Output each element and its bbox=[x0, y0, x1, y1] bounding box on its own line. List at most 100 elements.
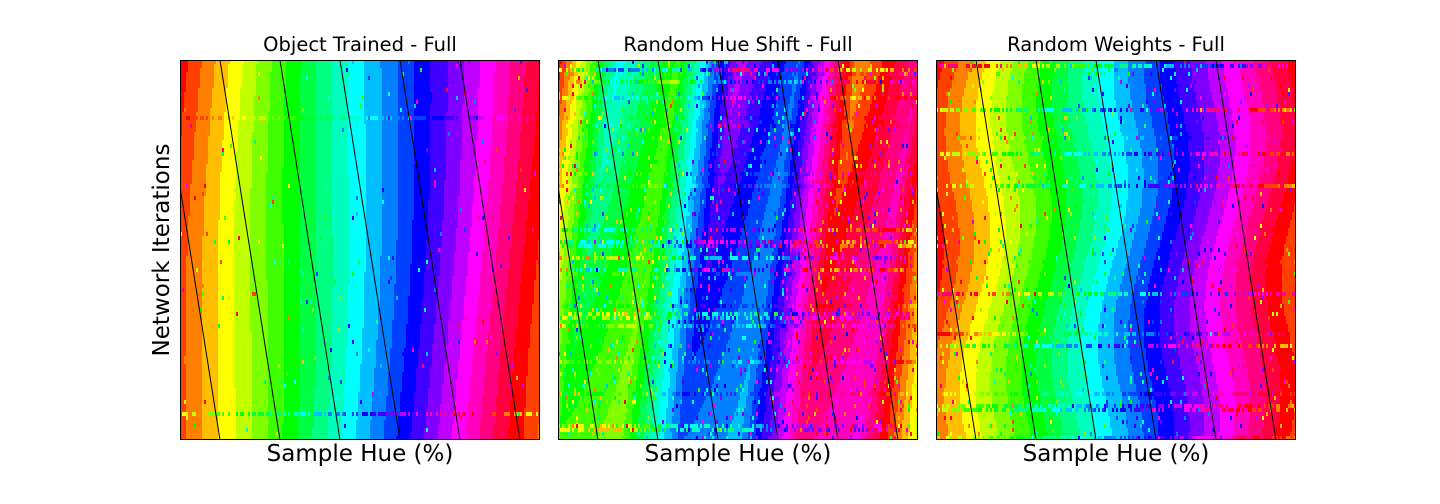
heatmap-cell bbox=[744, 116, 751, 121]
heatmap-cell bbox=[916, 72, 918, 77]
heatmap-cell bbox=[252, 428, 269, 433]
heatmap-cell bbox=[340, 412, 343, 417]
heatmap-cell bbox=[826, 92, 831, 97]
heatmap-cell bbox=[184, 100, 199, 105]
heatmap-cell bbox=[706, 104, 711, 109]
heatmap-cell bbox=[602, 112, 605, 117]
heatmap-cell bbox=[608, 172, 611, 177]
heatmap-cell bbox=[218, 408, 237, 413]
heatmap-cell bbox=[900, 124, 915, 129]
heatmap-cell bbox=[736, 140, 743, 145]
heatmap-cell bbox=[232, 116, 235, 121]
heatmap-cell bbox=[532, 412, 537, 417]
heatmap-cell bbox=[908, 60, 918, 65]
heatmap-cell bbox=[598, 84, 605, 89]
heatmap-cell bbox=[822, 164, 829, 169]
heatmap-cell bbox=[752, 172, 755, 177]
heatmap-cell bbox=[634, 152, 637, 157]
heatmap-cell bbox=[364, 112, 383, 117]
heatmap-cell bbox=[634, 96, 637, 101]
heatmap-cell bbox=[648, 116, 651, 121]
heatmap-cell bbox=[738, 64, 747, 69]
heatmap-cell bbox=[596, 124, 599, 129]
heatmap-cell bbox=[430, 128, 447, 133]
heatmap-cell bbox=[340, 380, 343, 385]
heatmap-cell bbox=[444, 116, 455, 121]
heatmap-cell bbox=[300, 84, 317, 89]
heatmap-cell bbox=[268, 312, 285, 317]
heatmap-cell bbox=[504, 312, 519, 317]
heatmap-cell bbox=[772, 172, 775, 177]
heatmap-cell bbox=[742, 72, 745, 77]
heatmap-cell bbox=[696, 92, 703, 97]
heatmap-cell bbox=[436, 308, 451, 313]
heatmap-cell bbox=[838, 172, 843, 177]
heatmap-cell bbox=[218, 264, 235, 269]
heatmap-cell bbox=[398, 420, 413, 425]
heatmap-cell bbox=[394, 312, 409, 317]
heatmap-cell bbox=[186, 408, 203, 413]
heatmap-cell bbox=[464, 228, 467, 233]
heatmap-cell bbox=[266, 172, 283, 177]
heatmap-cell bbox=[600, 96, 603, 101]
heatmap-cell bbox=[414, 156, 431, 161]
heatmap-cell bbox=[332, 144, 349, 149]
heatmap-cell bbox=[852, 168, 867, 173]
heatmap-cell bbox=[224, 152, 237, 157]
heatmap-cell bbox=[786, 148, 789, 153]
heatmap-cell bbox=[382, 144, 399, 149]
heatmap-cell bbox=[794, 80, 797, 85]
heatmap-cell bbox=[398, 176, 415, 181]
heatmap-cell bbox=[858, 104, 861, 109]
heatmap-cell bbox=[730, 120, 733, 125]
heatmap-cell bbox=[730, 112, 733, 117]
heatmap-cell bbox=[894, 68, 903, 73]
heatmap-cell bbox=[448, 84, 465, 89]
heatmap-cell bbox=[524, 256, 539, 261]
heatmap-cell bbox=[466, 280, 481, 285]
heatmap-cell bbox=[844, 80, 849, 85]
heatmap-cell bbox=[286, 116, 289, 121]
heatmap-cell bbox=[198, 96, 213, 101]
heatmap-cell bbox=[586, 156, 593, 161]
heatmap-cell bbox=[438, 412, 441, 417]
heatmap-cell bbox=[270, 104, 285, 109]
heatmap-cell bbox=[812, 112, 819, 117]
heatmap-cell bbox=[268, 336, 285, 341]
heatmap-cell bbox=[818, 76, 823, 81]
heatmap-cell bbox=[904, 160, 909, 165]
heatmap-cell bbox=[476, 252, 479, 257]
heatmap-cell bbox=[184, 288, 187, 293]
heatmap-cell bbox=[896, 108, 911, 113]
heatmap-cell bbox=[834, 112, 839, 117]
heatmap-cell bbox=[560, 64, 565, 69]
heatmap-cell bbox=[348, 76, 365, 81]
heatmap-cell bbox=[692, 132, 697, 137]
heatmap-cell bbox=[500, 212, 515, 217]
heatmap-cell bbox=[334, 236, 351, 241]
heatmap-cell bbox=[300, 372, 317, 377]
heatmap-cell bbox=[220, 324, 235, 329]
heatmap-cell bbox=[394, 300, 409, 305]
heatmap-cell bbox=[838, 168, 853, 173]
heatmap-cell bbox=[516, 340, 531, 345]
heatmap-cell bbox=[438, 428, 453, 433]
heatmap-cell bbox=[718, 128, 721, 133]
heatmap-cell bbox=[776, 80, 779, 85]
heatmap-cell bbox=[348, 284, 365, 289]
heatmap-cell bbox=[850, 80, 853, 85]
heatmap-cell bbox=[760, 164, 763, 169]
heatmap-cell bbox=[902, 80, 905, 85]
heatmap-cell bbox=[182, 124, 191, 129]
diagonal-reference-line bbox=[399, 60, 461, 440]
heatmap-cell bbox=[180, 284, 187, 289]
heatmap-cell bbox=[786, 80, 789, 85]
heatmap-cell bbox=[572, 164, 575, 169]
heatmap-cell bbox=[822, 88, 827, 93]
heatmap-cell bbox=[236, 412, 239, 417]
heatmap-cell bbox=[586, 108, 593, 113]
heatmap-cell bbox=[822, 80, 827, 85]
heatmap-cell bbox=[424, 280, 439, 285]
heatmap-cell bbox=[218, 376, 235, 381]
heatmap-cell bbox=[702, 172, 705, 177]
